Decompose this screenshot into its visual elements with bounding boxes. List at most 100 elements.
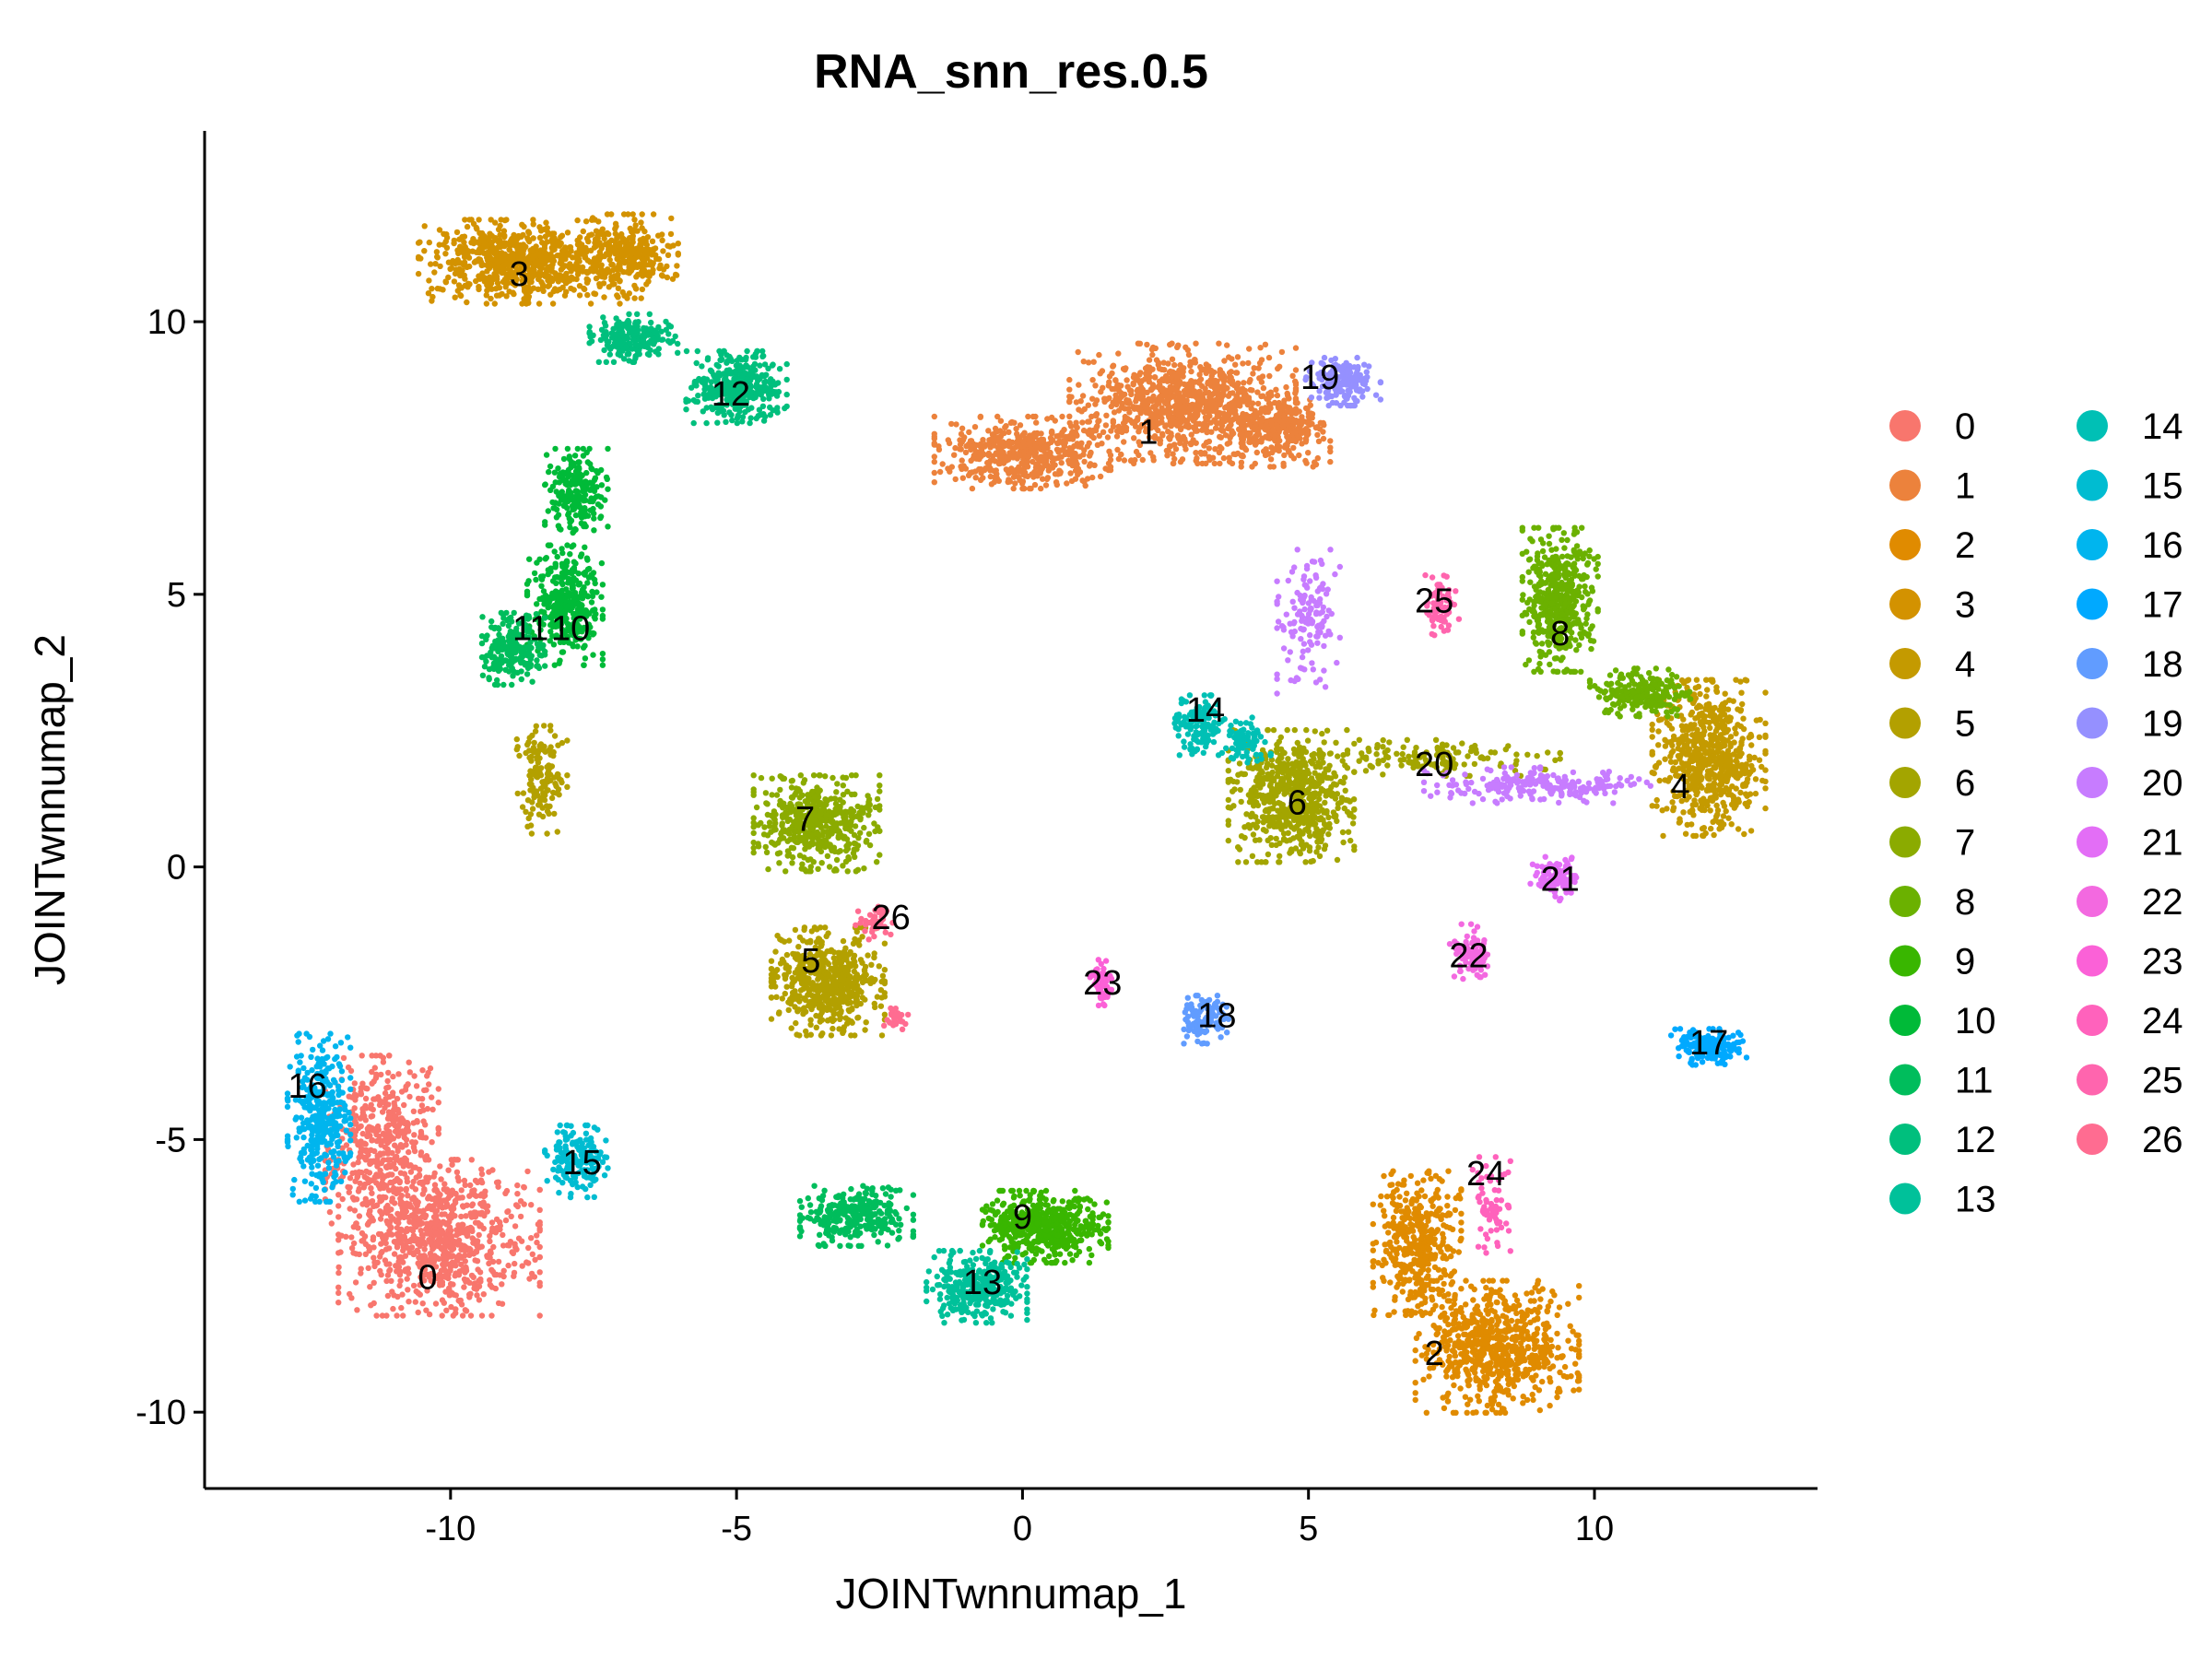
cluster-3-point [541,244,548,252]
cluster-1-point [1031,453,1039,460]
cluster-0-point [509,1249,515,1255]
cluster-2-point [1494,1288,1500,1296]
cluster-1-point [1193,450,1199,456]
cluster-2-point [1512,1305,1519,1312]
cluster-1-point [1220,428,1227,434]
cluster-3-point [436,241,442,248]
cluster-3-point [556,242,563,249]
cluster-0-point [404,1276,410,1282]
cluster-1-point [967,470,973,477]
cluster-3-point [563,270,570,277]
cluster-3-point [580,228,586,235]
cluster-2-point [1572,1360,1579,1367]
cluster-1-point [1179,456,1186,463]
cluster-2-point [1439,1287,1446,1294]
cluster-2-point [1394,1274,1402,1280]
cluster-1-point [1079,419,1086,426]
cluster-0-point [432,1300,440,1307]
cluster-2-point [1396,1202,1404,1209]
cluster-2-point [1431,1255,1438,1262]
cluster-0-point [386,1245,393,1252]
cluster-2-point [1510,1395,1516,1402]
cluster-0-point [348,1234,355,1241]
cluster-1-point [1162,375,1170,382]
cluster-2-point [1432,1302,1439,1309]
cluster-2-point [1463,1277,1469,1284]
cluster-2-point [1382,1248,1390,1255]
cluster-0-point [508,1213,514,1220]
cluster-3-point [545,273,552,279]
cluster-2-point [1446,1298,1453,1304]
cluster-1-point [1121,457,1128,464]
cluster-1-point [1169,340,1175,347]
cluster-1-point [1272,432,1278,440]
cluster-0-point [504,1208,511,1216]
cluster-0-point [384,1220,391,1227]
cluster-3-point [579,264,586,271]
cluster-0-point [364,1125,371,1132]
cluster-0-point [534,1239,540,1246]
cluster-0-point [418,1102,426,1109]
cluster-0-point [378,1099,384,1105]
cluster-1-point [1094,441,1101,448]
cluster-2-point [1443,1347,1450,1354]
cluster-2-point [1520,1355,1527,1362]
cluster-3-point [494,280,501,287]
cluster-2-point [1473,1325,1479,1332]
cluster-0-point [418,1149,425,1156]
cluster-0-point [426,1311,433,1318]
cluster-3-point [571,287,577,293]
cluster-2-point [1554,1312,1560,1319]
cluster-1-point [1048,414,1055,421]
cluster-0-point [421,1277,428,1284]
cluster-2-point [1455,1249,1463,1255]
cluster-3-point [523,300,530,307]
cluster-2-point [1537,1296,1544,1302]
cluster-1-point [1203,370,1209,376]
cluster-0-point [380,1194,386,1201]
cluster-0-point [365,1265,371,1272]
cluster-1-point [1079,477,1086,484]
cluster-3-point [503,293,510,300]
cluster-1-point [1019,460,1026,467]
cluster-0-point [419,1067,426,1074]
cluster-3-point [629,232,636,240]
cluster-3-point [476,283,482,290]
cluster-3-point [483,300,490,307]
cluster-0-point [426,1081,432,1088]
cluster-0-point [505,1262,512,1269]
cluster-2-point [1422,1222,1430,1230]
cluster-0-point [424,1230,430,1237]
cluster-0-point [377,1267,383,1275]
cluster-2-point [1388,1254,1394,1261]
cluster-2-point [1548,1343,1556,1350]
cluster-1-point [1139,401,1146,407]
cluster-3-point [584,276,592,284]
cluster-0-point [417,1282,423,1288]
cluster-0-point [346,1189,352,1195]
cluster-2-point [1407,1288,1414,1296]
cluster-0-point [449,1161,455,1168]
cluster-2-point [1370,1241,1377,1247]
cluster-2-point [1387,1279,1394,1286]
cluster-1-point [1277,410,1283,417]
cluster-2-point [1415,1291,1421,1298]
cluster-1-point [1097,371,1103,377]
cluster-2-point [1476,1398,1483,1405]
cluster-2-point [1405,1210,1411,1217]
cluster-1-point [1226,407,1233,415]
cluster-3-point [474,226,480,232]
cluster-0-point [377,1253,383,1260]
cluster-1-point [1096,351,1102,359]
cluster-1-point [1182,423,1189,429]
cluster-1-point [1010,474,1018,480]
cluster-0-point [356,1213,363,1219]
cluster-2-point [1460,1313,1466,1321]
cluster-3-point [548,236,556,243]
cluster-3-point [437,286,443,292]
cluster-2-point [1461,1354,1467,1360]
cluster-3-point [576,292,583,299]
cluster-1-point [1180,404,1186,411]
cluster-1-point [1130,404,1136,410]
cluster-1-point [1220,389,1227,395]
